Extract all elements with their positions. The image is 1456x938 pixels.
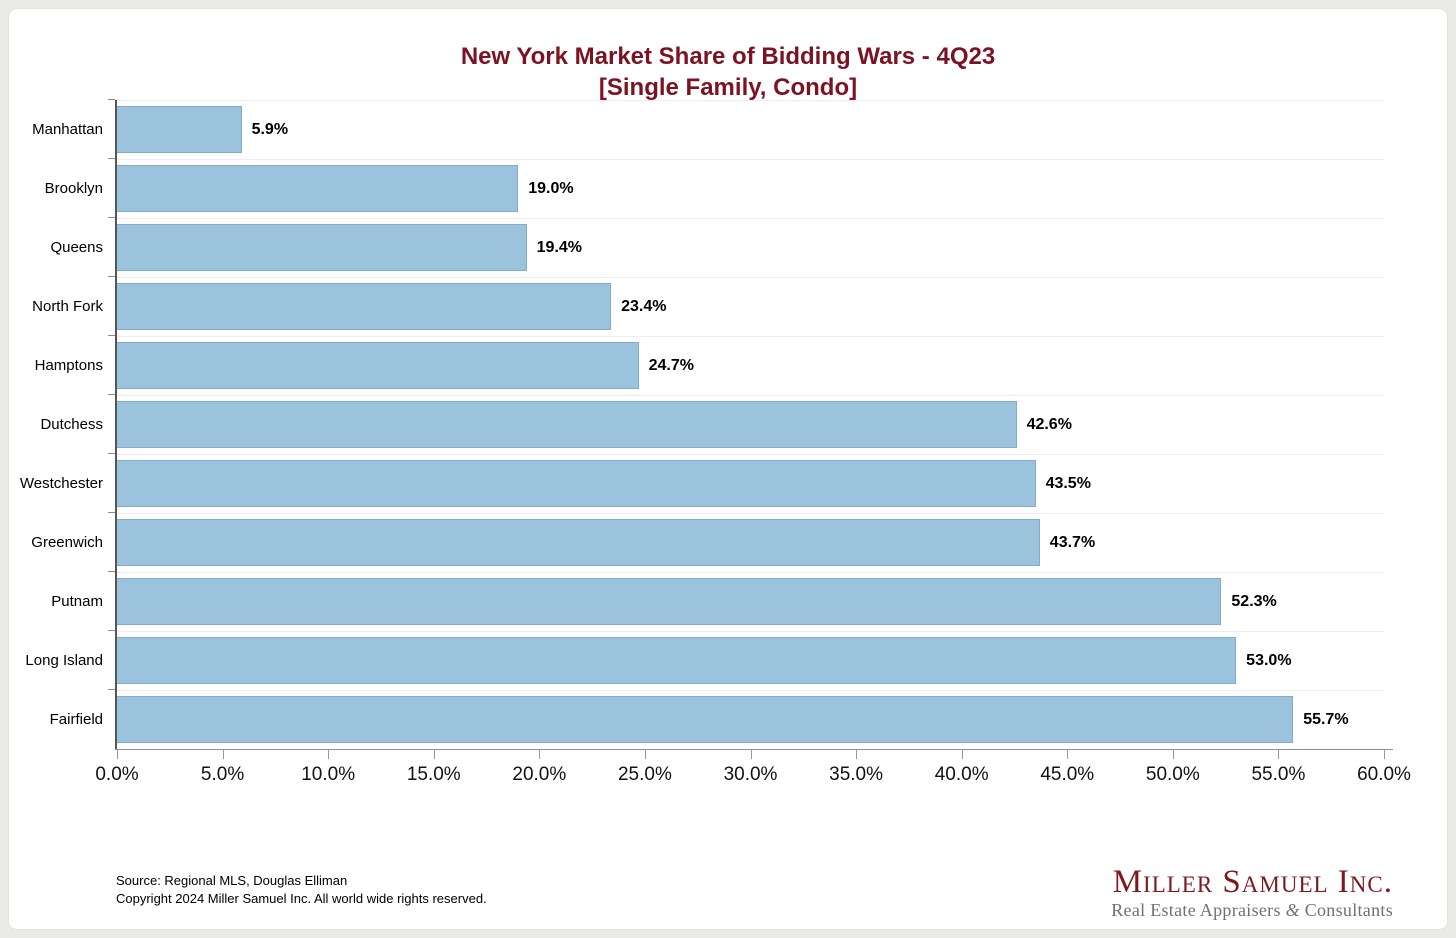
bar-row: Queens 19.4% <box>50 217 1384 277</box>
bar <box>117 578 1222 625</box>
x-tick-label: 20.0% <box>512 764 567 785</box>
value-label: 53.0% <box>1246 651 1292 669</box>
x-tick-label: 55.0% <box>1251 764 1306 785</box>
logo-tagline-pre: Real Estate Appraisers <box>1111 900 1286 920</box>
x-tick-label: 60.0% <box>1357 764 1411 785</box>
logo-name: Miller Samuel Inc. <box>1112 864 1393 900</box>
x-tick-mark <box>961 750 963 759</box>
category-label: Queens <box>50 239 103 256</box>
bar-row: Fairfield 55.7% <box>50 689 1384 749</box>
x-tick-mark <box>433 750 435 759</box>
x-tick-mark <box>117 750 118 759</box>
value-label: 42.6% <box>1026 415 1072 433</box>
x-axis-ticks: 0.0% 5.0% 10.0% 15.0% 20.0% 25.0% 30.0% 35.0% 40… <box>95 750 1411 799</box>
category-label: Brooklyn <box>44 180 103 197</box>
bar-row: Brooklyn 19.0% <box>45 158 1384 218</box>
x-tick-mark <box>1067 750 1069 759</box>
x-tick-mark <box>856 750 858 759</box>
category-label: Long Island <box>25 652 103 669</box>
value-label: 55.7% <box>1303 710 1349 728</box>
bar <box>117 401 1017 448</box>
chart-title-line2: [Single Family, Condo] <box>598 74 858 101</box>
x-tick-mark <box>1278 750 1280 759</box>
category-label: Putnam <box>51 593 103 610</box>
x-tick-mark <box>539 750 541 759</box>
x-tick-mark <box>1384 750 1385 759</box>
bar <box>117 106 242 153</box>
category-label: Westchester <box>19 475 103 492</box>
bar <box>117 342 639 389</box>
x-tick-label: 15.0% <box>406 764 461 785</box>
bar-row: Greenwich 43.7% <box>31 512 1384 572</box>
x-tick-mark <box>1172 750 1174 759</box>
category-label: Hamptons <box>34 357 103 374</box>
logo-tagline-ampersand: & <box>1285 900 1300 920</box>
x-tick-mark <box>644 750 646 759</box>
bar <box>117 519 1040 566</box>
chart-title: New York Market Share of Bidding Wars - … <box>9 41 1447 103</box>
bar <box>117 637 1237 684</box>
bar <box>117 696 1294 743</box>
value-label: 23.4% <box>621 297 667 315</box>
x-tick-label: 35.0% <box>829 764 884 785</box>
bar-row: Dutchess 42.6% <box>40 394 1384 454</box>
bar-row: North Fork 23.4% <box>32 276 1384 336</box>
plot-area: Manhattan 5.9% Brooklyn 19.0% Queens 19.4% Nor… <box>20 99 1384 749</box>
value-label: 52.3% <box>1231 592 1277 610</box>
footer-notes: Source: Regional MLS, Douglas Elliman Co… <box>116 872 487 908</box>
bar-row: Westchester 43.5% <box>20 453 1384 513</box>
x-tick-label: 5.0% <box>200 764 245 785</box>
value-label: 5.9% <box>251 120 289 138</box>
category-label: Greenwich <box>31 534 103 551</box>
value-label: 19.0% <box>528 179 574 197</box>
value-label: 24.7% <box>648 356 694 374</box>
logo-tagline: Real Estate Appraisers & Consultants <box>1111 899 1393 921</box>
x-tick-label: 25.0% <box>617 764 672 785</box>
bar-row: Hamptons 24.7% <box>35 335 1384 395</box>
category-label: Manhattan <box>32 121 103 138</box>
company-logo: Miller Samuel Inc. Real Estate Appraiser… <box>1111 866 1393 921</box>
bar-row: Manhattan 5.9% <box>32 99 1384 159</box>
x-tick-label: 50.0% <box>1145 764 1200 785</box>
source-note: Source: Regional MLS, Douglas Elliman <box>116 873 348 888</box>
x-tick-label: 0.0% <box>95 764 139 785</box>
value-label: 19.4% <box>536 238 583 256</box>
bar <box>117 224 527 271</box>
value-label: 43.7% <box>1049 533 1096 551</box>
x-tick-label: 10.0% <box>301 764 356 785</box>
x-tick-label: 30.0% <box>723 764 778 785</box>
x-tick-mark <box>222 750 224 759</box>
category-label: Dutchess <box>40 416 103 433</box>
category-label: Fairfield <box>49 711 103 728</box>
chart-card: New York Market Share of Bidding Wars - … <box>8 8 1448 930</box>
bar <box>117 283 612 330</box>
bar <box>117 165 519 212</box>
copyright-note: Copyright 2024 Miller Samuel Inc. All wo… <box>116 891 487 906</box>
bar-row: Long Island 53.0% <box>25 630 1384 690</box>
x-tick-mark <box>750 750 752 759</box>
x-tick-mark <box>328 750 330 759</box>
x-tick-label: 45.0% <box>1040 764 1095 785</box>
logo-tagline-post: Consultants <box>1299 900 1393 920</box>
x-tick-label: 40.0% <box>934 764 989 785</box>
category-label: North Fork <box>32 298 103 315</box>
bar-row: Putnam 52.3% <box>51 571 1384 631</box>
bar <box>117 460 1036 507</box>
value-label: 43.5% <box>1045 474 1091 492</box>
x-axis: 0.0% 5.0% 10.0% 15.0% 20.0% 25.0% 30.0% 35.0% 40… <box>95 749 1411 799</box>
chart-title-line1: New York Market Share of Bidding Wars - … <box>460 43 996 70</box>
